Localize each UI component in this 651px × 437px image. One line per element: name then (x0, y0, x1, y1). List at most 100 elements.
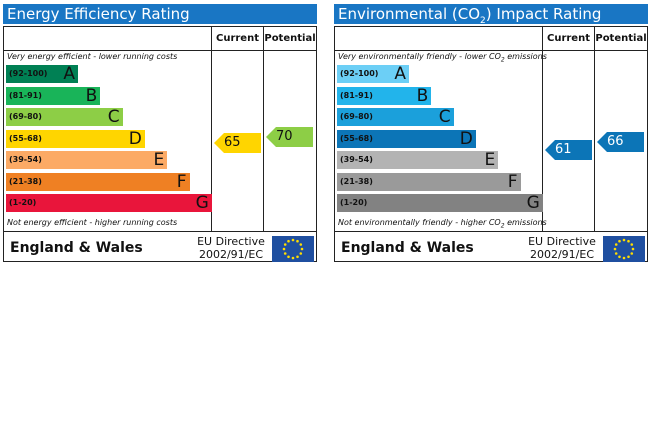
note-text-end: emissions (504, 52, 547, 61)
band-a: (92-100) A (6, 65, 78, 83)
eu-star (618, 239, 621, 243)
eu-star (291, 256, 295, 260)
note-text: Very environmentally friendly - lower CO (338, 52, 501, 61)
band-b: (81-91) B (337, 85, 432, 106)
band-c: (69-80) C (337, 108, 454, 126)
chart-frame: Current Potential Very environmentally f… (334, 26, 648, 262)
eu-star (613, 247, 617, 251)
environmental-impact-chart: Environmental (CO2) Impact Rating Curren… (334, 4, 648, 262)
band-range-label: (55-68) (340, 133, 373, 143)
band-e: (39-54) E (6, 150, 168, 170)
eu-star (622, 238, 626, 242)
band-range-label: (39-54) (9, 155, 42, 164)
eu-star (283, 243, 287, 246)
band-range-label: (81-91) (9, 90, 42, 100)
eu-flag-icon (272, 236, 314, 262)
divider (335, 50, 647, 51)
potential-arrow-shape (266, 126, 313, 147)
country-label: England & Wales (341, 240, 474, 256)
band-range-label: (1-20) (9, 198, 37, 207)
band-range-label: (92-100) (9, 69, 48, 78)
eu-star (299, 243, 303, 246)
band-f: (21-38) F (6, 171, 190, 192)
directive-line-1: EU Directive (528, 235, 596, 248)
eu-star (287, 239, 290, 243)
eu-star (296, 255, 299, 259)
directive-line-2: 2002/91/EC (198, 248, 264, 261)
eu-star (614, 243, 618, 246)
band-letter: B (416, 85, 429, 106)
eu-star (622, 256, 626, 260)
band-range-label: (39-54) (340, 155, 373, 164)
eu-star (296, 239, 299, 243)
top-note: Very environmentally friendly - lower CO… (338, 52, 547, 64)
divider (4, 231, 316, 232)
band-a: (92-100) A (337, 65, 409, 83)
band-letter: F (176, 171, 187, 192)
band-c: (69-80) C (6, 108, 123, 126)
band-letter: C (438, 107, 451, 127)
divider (594, 27, 595, 231)
note-text: Not environmentally friendly - higher CO (338, 218, 501, 227)
band-f: (21-38) F (337, 171, 521, 192)
band-letter: F (507, 171, 518, 192)
band-letter: B (85, 85, 98, 106)
band-g: (1-20) G (337, 194, 543, 212)
eu-star (282, 247, 286, 251)
chart-title: Energy Efficiency Rating (3, 4, 317, 24)
eu-star (631, 247, 635, 251)
title-text: Environmental (CO (338, 5, 481, 23)
band-range-label: (92-100) (340, 69, 379, 78)
note-subscript: 2 (500, 56, 505, 64)
directive-line-2: 2002/91/EC (529, 248, 595, 261)
current-column-header: Current (546, 33, 590, 44)
eu-star (291, 238, 295, 242)
band-range-label: (69-80) (340, 112, 373, 121)
chart-title: Environmental (CO2) Impact Rating (334, 4, 648, 26)
country-label: England & Wales (10, 240, 143, 256)
potential-column-header: Potential (264, 33, 316, 44)
bottom-note: Not environmentally friendly - higher CO… (338, 218, 547, 230)
eu-star (630, 252, 634, 255)
current-arrow-shape (214, 133, 261, 154)
eu-star (614, 252, 618, 255)
chart-frame: Current Potential Very energy efficient … (3, 26, 317, 262)
eu-star (627, 239, 630, 243)
potential-column-header: Potential (595, 33, 647, 44)
divider (263, 27, 264, 231)
current-column-header: Current (215, 33, 259, 44)
eu-star (618, 255, 621, 259)
band-range-label: (21-38) (340, 176, 373, 186)
band-range-label: (21-38) (9, 176, 42, 186)
band-d: (55-68) D (337, 129, 476, 148)
band-letter: A (394, 64, 406, 84)
eu-star (630, 243, 634, 246)
band-letter: D (128, 128, 142, 149)
eu-flag-icon (603, 236, 645, 262)
note-subscript: 2 (500, 222, 505, 230)
eu-directive-label: EU Directive 2002/91/EC (522, 235, 602, 261)
divider (211, 27, 212, 231)
band-g: (1-20) G (6, 194, 212, 212)
band-range-label: (81-91) (340, 90, 373, 100)
bottom-note: Not energy efficient - higher running co… (7, 218, 178, 227)
band-letter: G (195, 193, 209, 213)
energy-efficiency-chart: Energy Efficiency Rating Current Potenti… (3, 4, 317, 262)
directive-line-1: EU Directive (197, 235, 265, 248)
note-text-end: emissions (504, 218, 547, 227)
band-range-label: (55-68) (9, 133, 42, 143)
eu-star (287, 255, 290, 259)
eu-star (627, 255, 630, 259)
title-subscript: 2 (480, 16, 486, 26)
current-arrow-shape (545, 140, 592, 161)
band-letter: E (153, 150, 165, 170)
potential-arrow-shape (597, 131, 644, 152)
eu-directive-label: EU Directive 2002/91/EC (191, 235, 271, 261)
band-letter: A (63, 64, 75, 84)
eu-star (283, 252, 287, 255)
top-note: Very energy efficient - lower running co… (7, 52, 178, 61)
title-text-end: ) Impact Rating (485, 5, 602, 23)
band-b: (81-91) B (6, 85, 101, 106)
band-letter: E (484, 150, 496, 170)
band-letter: G (526, 193, 540, 213)
